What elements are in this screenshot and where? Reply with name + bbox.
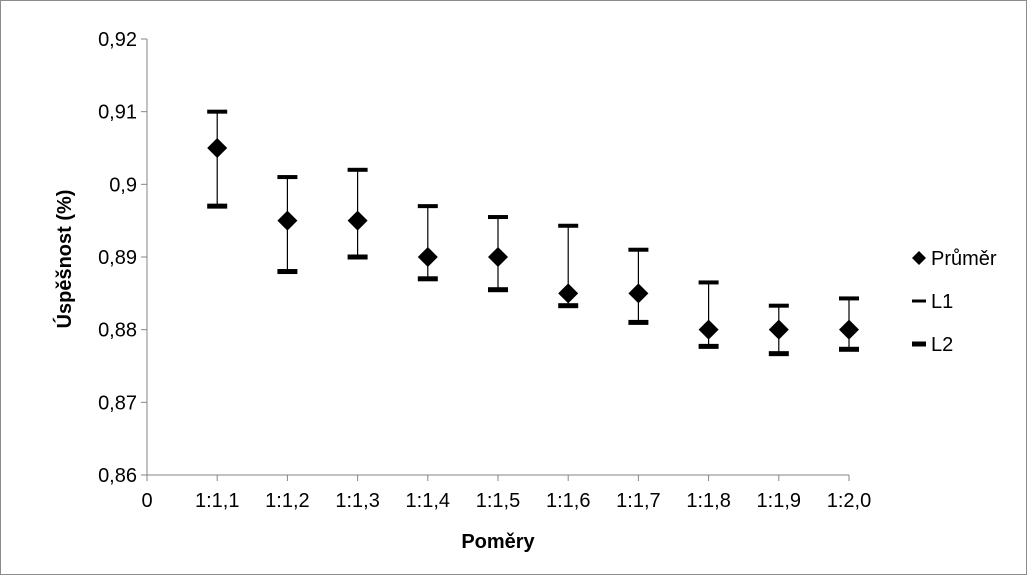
x-tick-label: 1:1,4 <box>406 490 450 512</box>
mean-marker <box>417 247 438 267</box>
l1-marker <box>207 109 228 114</box>
mean-marker <box>207 138 228 158</box>
x-tick-label: 1:2,0 <box>827 490 871 512</box>
error-bars <box>207 109 859 357</box>
mean-marker <box>558 283 579 304</box>
y-tick-label: 0,87 <box>98 392 137 414</box>
legend-diamond <box>912 251 926 265</box>
y-tick-label: 0,9 <box>109 174 137 196</box>
l1-marker <box>768 303 789 308</box>
l2-marker <box>277 269 298 275</box>
l1-marker <box>347 167 368 172</box>
x-tick-label: 1:1,2 <box>265 490 309 512</box>
l2-marker <box>628 319 649 325</box>
x-axis-title: Poměry <box>461 531 535 553</box>
l2-marker <box>417 276 438 282</box>
l1-marker <box>628 247 649 252</box>
mean-marker <box>488 247 508 267</box>
l2-marker <box>839 346 859 352</box>
mean-marker <box>698 319 719 340</box>
l2-marker <box>488 287 508 293</box>
l2-marker <box>347 254 368 260</box>
l1-marker <box>698 280 719 285</box>
legend-label: Průměr <box>931 248 997 270</box>
l1-marker <box>839 296 859 301</box>
legend-label: L2 <box>931 334 953 356</box>
l2-marker <box>768 351 789 357</box>
l2-marker <box>207 203 228 209</box>
x-tick-label: 1:1,1 <box>195 490 239 512</box>
legend-dash <box>912 299 926 303</box>
mean-marker <box>768 319 789 340</box>
x-tick-label: 1:1,9 <box>757 490 801 512</box>
l2-marker <box>698 343 719 349</box>
legend-bold-dash <box>912 341 926 347</box>
x-tick-label: 0 <box>141 490 152 512</box>
x-tick-label: 1:1,5 <box>476 490 520 512</box>
data-markers <box>207 138 859 340</box>
x-tick-label: 1:1,3 <box>335 490 379 512</box>
y-tick-label: 0,89 <box>98 247 137 269</box>
x-tick-label: 1:1,6 <box>546 490 590 512</box>
l1-marker <box>558 223 579 228</box>
legend-label: L1 <box>931 291 953 313</box>
y-tick-label: 0,91 <box>98 102 137 124</box>
legend: Průměr L1 L2 <box>912 248 997 356</box>
x-axis-ticks: 0 1:1,1 1:1,2 1:1,3 1:1,4 1:1,5 1:1,6 1:1,7 1:1,… <box>141 475 871 512</box>
x-tick-label: 1:1,8 <box>686 490 730 512</box>
mean-marker <box>277 210 298 231</box>
mean-marker <box>839 319 859 340</box>
y-axis-ticks: 0,86 0,87 0,88 0,89 0,9 0,91 0,92 <box>98 29 147 487</box>
l1-marker <box>417 204 438 209</box>
y-tick-label: 0,86 <box>98 465 137 487</box>
mean-marker <box>628 283 649 304</box>
y-tick-label: 0,92 <box>98 29 137 51</box>
l2-marker <box>558 303 579 309</box>
l1-marker <box>488 215 508 220</box>
l1-marker <box>277 175 298 180</box>
mean-marker <box>347 210 368 231</box>
x-tick-label: 1:1,7 <box>616 490 660 512</box>
y-tick-label: 0,88 <box>98 320 137 342</box>
y-axis-title: Úspěšnost (%) <box>52 190 76 329</box>
